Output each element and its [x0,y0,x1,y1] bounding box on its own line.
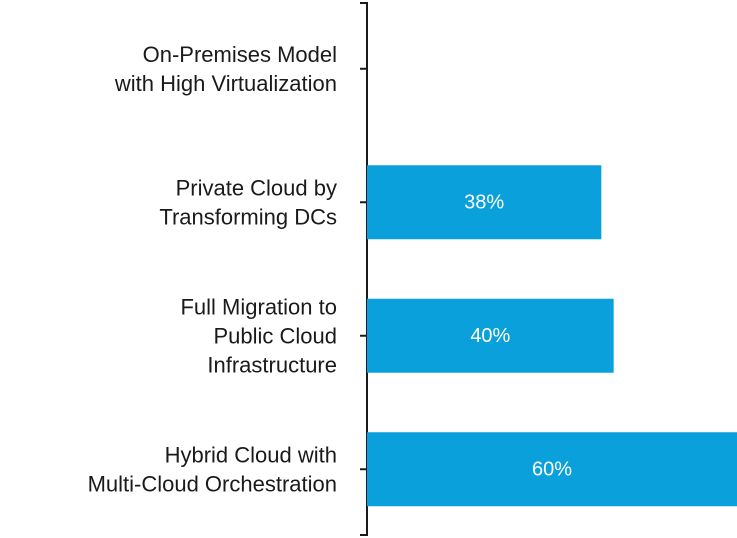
category-label: Public Cloud [213,323,337,348]
data-label: 60% [532,458,572,480]
data-label: 40% [470,325,510,347]
category-label: On-Premises Model [143,42,337,67]
category-label: Infrastructure [207,352,337,377]
category-label: Full Migration to [180,294,337,319]
data-label: 38% [464,191,504,213]
category-label: Transforming DCs [159,204,337,229]
category-label: Hybrid Cloud with [165,442,337,467]
category-label: Multi-Cloud Orchestration [88,471,337,496]
bar [367,298,614,373]
category-label: with High Virtualization [114,71,337,96]
category-label: Private Cloud by [176,175,337,200]
bar [367,165,602,240]
bar [367,432,737,507]
